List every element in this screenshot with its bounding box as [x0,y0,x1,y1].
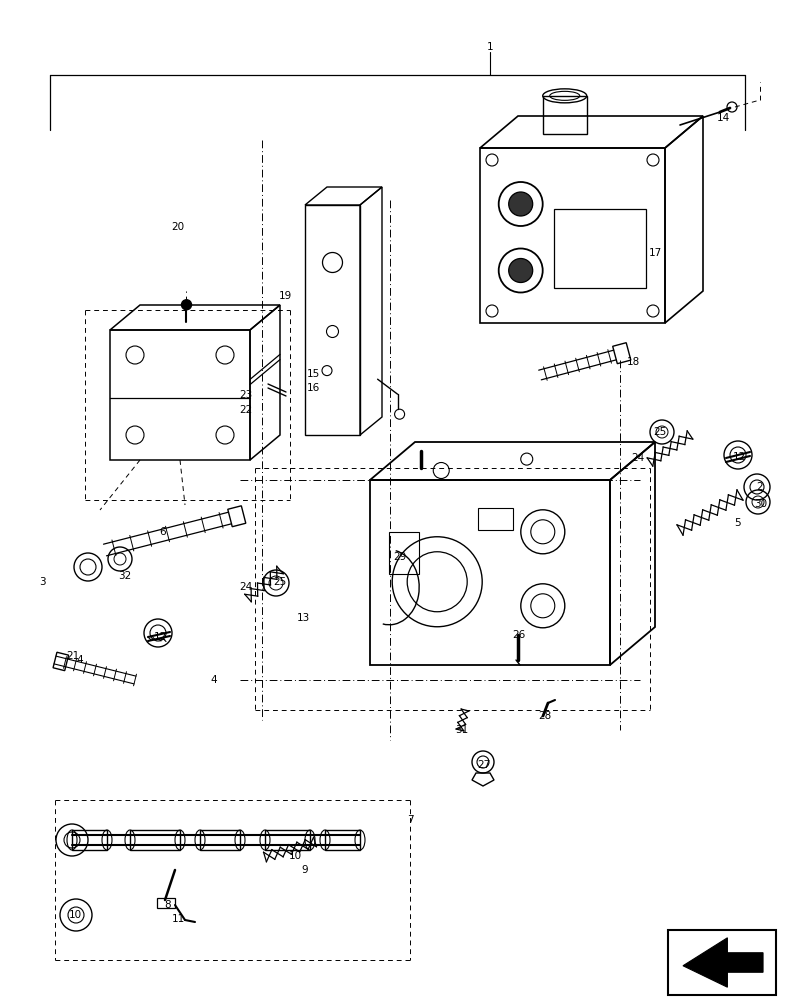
Bar [667,930,775,995]
Text: 24: 24 [631,453,644,463]
Circle shape [508,192,532,216]
Text: 4: 4 [76,655,84,665]
Text: 6: 6 [160,527,166,537]
Text: 12: 12 [732,452,744,462]
Bar [72,830,107,850]
Text: 3: 3 [39,577,45,587]
Text: 18: 18 [625,357,639,367]
Text: 9: 9 [302,865,308,875]
Text: 23: 23 [239,390,252,400]
Text: 22: 22 [239,405,252,415]
Bar [264,830,310,850]
Bar [388,532,418,574]
Text: 16: 16 [306,383,320,393]
Text: 12: 12 [153,632,166,642]
Text: 10: 10 [68,910,81,920]
Bar [130,830,180,850]
Text: 15: 15 [306,369,320,379]
Text: 25: 25 [273,577,286,587]
Bar [157,898,175,908]
Text: 30: 30 [753,499,766,509]
Text: 21: 21 [67,651,79,661]
Text: 10: 10 [288,851,301,861]
Text: 29: 29 [393,552,406,562]
Text: 2: 2 [756,482,762,492]
Text: 25: 25 [653,427,666,437]
Circle shape [508,258,532,282]
Text: 31: 31 [455,725,468,735]
Text: 28: 28 [538,711,551,721]
Text: 4: 4 [210,675,217,685]
Text: 32: 32 [118,571,131,581]
Text: 17: 17 [647,248,661,258]
Text: 24: 24 [239,582,252,592]
Text: 14: 14 [715,113,729,123]
Text: 26: 26 [512,630,525,640]
Text: 27: 27 [477,760,490,770]
Text: 8: 8 [165,900,171,910]
Circle shape [182,300,191,310]
Bar [542,96,586,134]
Text: 20: 20 [171,222,184,232]
Text: 13: 13 [296,613,309,623]
Polygon shape [682,938,762,987]
Bar [324,830,359,850]
Text: 11: 11 [171,914,184,924]
Text: 1: 1 [486,42,493,52]
Text: 5: 5 [734,518,740,528]
Bar [553,209,646,288]
Bar [200,830,240,850]
Text: 7: 7 [406,815,413,825]
Bar [478,508,513,530]
Text: 19: 19 [278,291,291,301]
